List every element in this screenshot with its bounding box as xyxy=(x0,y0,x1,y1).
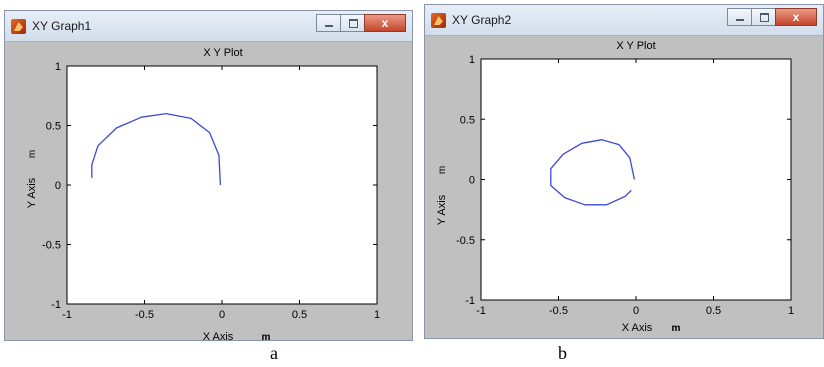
y-tick-label: 0 xyxy=(469,175,475,187)
x-tick-label: -1 xyxy=(476,305,486,317)
x-axis-label: X Axis xyxy=(622,322,653,334)
y-tick-label: 0 xyxy=(55,180,61,192)
x-tick-label: 0.5 xyxy=(706,305,721,317)
y-tick-label: 1 xyxy=(55,61,61,73)
close-button[interactable]: x xyxy=(775,8,817,26)
minimize-button[interactable] xyxy=(727,8,752,26)
y-tick-label: -1 xyxy=(465,295,475,307)
close-button[interactable]: x xyxy=(364,14,406,32)
x-tick-label: -1 xyxy=(62,309,72,321)
y-tick-label: 1 xyxy=(469,54,475,66)
xy-plot-2: X Y Plot X Axis m Y Axis m -1 -0.5 0 0.5 1 1 0… xyxy=(436,40,794,334)
xy-plot-1: X Y Plot X Axis m Y Axis m -1 -0.5 0 0.5 1 1 0… xyxy=(26,47,380,340)
title-bar[interactable]: XY Graph1 x xyxy=(5,11,412,42)
x-axis-label: X Axis xyxy=(203,331,234,340)
x-unit-label: m xyxy=(262,332,271,340)
window-title: XY Graph1 xyxy=(32,19,92,33)
x-tick-label: 0 xyxy=(633,305,639,317)
matlab-icon xyxy=(11,19,26,34)
y-unit-label: m xyxy=(27,150,38,158)
y-tick-label: -0.5 xyxy=(42,240,61,252)
plot-title: X Y Plot xyxy=(616,40,655,52)
x-tick-label: 0.5 xyxy=(292,309,307,321)
plot-title: X Y Plot xyxy=(203,47,242,59)
y-axis-label: Y Axis xyxy=(26,177,38,208)
maximize-button[interactable] xyxy=(340,14,365,32)
y-tick-label: -0.5 xyxy=(456,235,475,247)
y-axis-label: Y Axis xyxy=(436,194,448,225)
matlab-icon xyxy=(431,13,446,28)
xy-graph2-window: XY Graph2 x X Y Plot X Axis m Y Axis m -… xyxy=(424,4,824,339)
minimize-button[interactable] xyxy=(316,14,341,32)
caption-b: b xyxy=(558,343,567,363)
x-tick-label: -0.5 xyxy=(135,309,154,321)
x-tick-label: 1 xyxy=(374,309,380,321)
caption-a: a xyxy=(270,343,278,363)
plot-area xyxy=(66,65,378,305)
window-controls: x xyxy=(316,14,406,33)
y-tick-label: -1 xyxy=(51,299,61,311)
y-unit-label: m xyxy=(437,166,448,174)
series-line xyxy=(550,139,636,206)
y-tick-label: 0.5 xyxy=(460,114,475,126)
plot-area xyxy=(480,58,792,301)
x-unit-label: m xyxy=(672,323,681,334)
x-tick-label: 0 xyxy=(219,309,225,321)
maximize-button[interactable] xyxy=(751,8,776,26)
title-bar[interactable]: XY Graph2 x xyxy=(425,5,823,36)
y-tick-label: 0.5 xyxy=(46,121,61,133)
x-tick-label: -0.5 xyxy=(549,305,568,317)
xy-graph1-window: XY Graph1 x X Y Plot X Axis m Y Axis m -… xyxy=(4,10,413,341)
window-controls: x xyxy=(727,8,817,27)
x-tick-label: 1 xyxy=(788,305,794,317)
window-title: XY Graph2 xyxy=(452,13,512,27)
series-line xyxy=(91,112,222,186)
